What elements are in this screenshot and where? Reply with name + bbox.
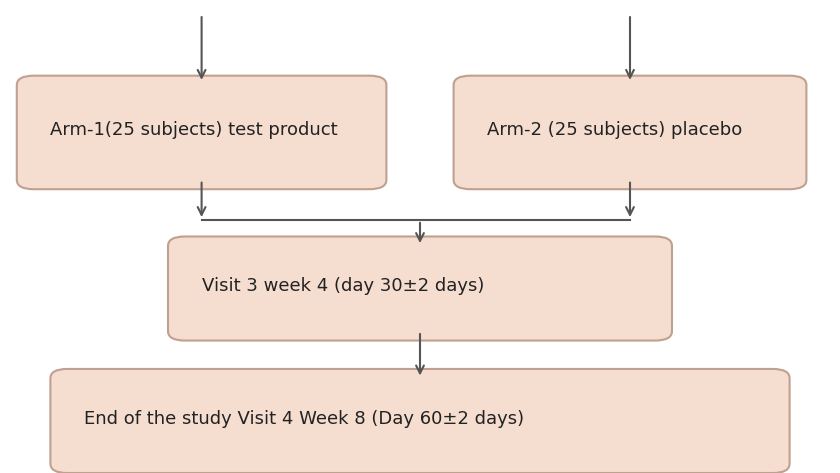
FancyBboxPatch shape: [17, 76, 386, 189]
Text: End of the study Visit 4 Week 8 (Day 60±2 days): End of the study Visit 4 Week 8 (Day 60±…: [84, 410, 524, 428]
FancyBboxPatch shape: [50, 369, 790, 473]
FancyBboxPatch shape: [454, 76, 806, 189]
Text: Arm-1(25 subjects) test product: Arm-1(25 subjects) test product: [50, 121, 338, 139]
Text: Visit 3 week 4 (day 30±2 days): Visit 3 week 4 (day 30±2 days): [202, 277, 484, 295]
Text: Arm-2 (25 subjects) placebo: Arm-2 (25 subjects) placebo: [487, 121, 743, 139]
FancyBboxPatch shape: [168, 236, 672, 341]
